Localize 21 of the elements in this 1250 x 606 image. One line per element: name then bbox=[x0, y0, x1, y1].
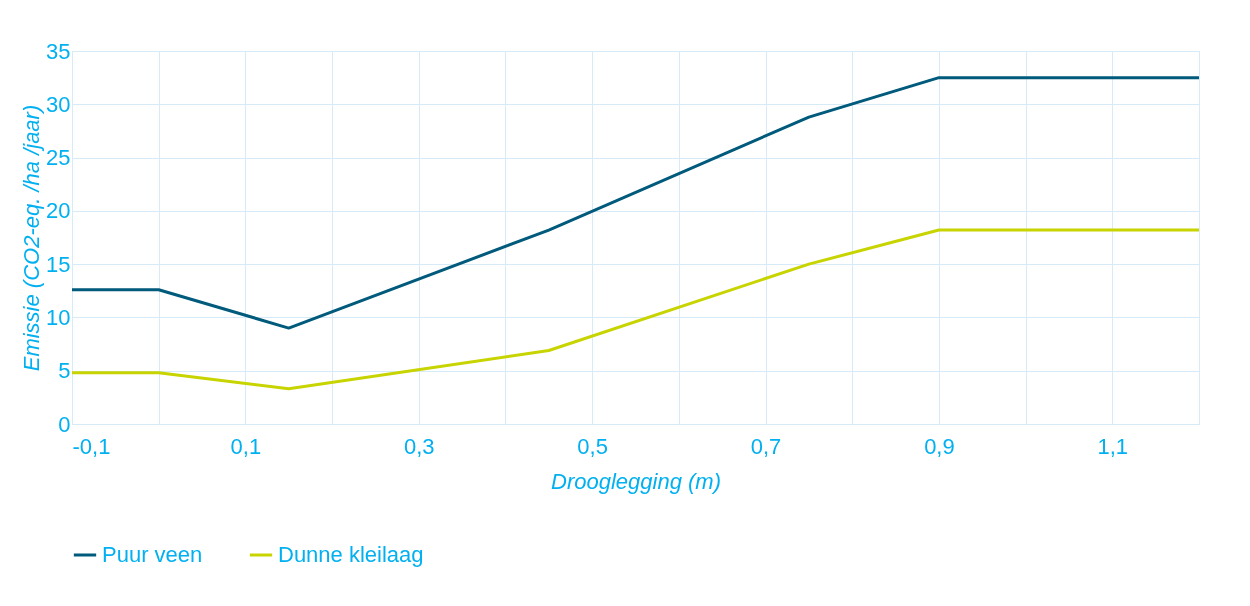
x-tick-label: 0,9 bbox=[924, 433, 955, 459]
x-tick-label: 0,3 bbox=[403, 433, 435, 459]
y-tick-label: 30 bbox=[46, 91, 71, 117]
y-tick-label: 0 bbox=[58, 411, 71, 437]
y-tick-label: 10 bbox=[46, 304, 71, 330]
line-series bbox=[70, 76, 1201, 330]
legend-label: Puur veen bbox=[102, 542, 203, 567]
y-tick-label: 15 bbox=[46, 251, 71, 277]
y-tick-label: 5 bbox=[58, 358, 71, 384]
y-axis-title: Emissie (CO2-eq. /ha /jaar) bbox=[19, 104, 45, 372]
x-axis-title: Drooglegging (m) bbox=[551, 468, 721, 494]
x-tick-label: -0,1 bbox=[72, 433, 111, 459]
line-series bbox=[70, 228, 1201, 391]
y-tick-label: 20 bbox=[46, 198, 71, 224]
x-tick-label: 1,1 bbox=[1097, 433, 1129, 459]
y-tick-label: 35 bbox=[46, 38, 71, 64]
x-tick-label: 0,1 bbox=[230, 433, 262, 459]
y-tick-label: 25 bbox=[46, 145, 71, 171]
legend-label: Dunne kleilaag bbox=[278, 542, 424, 567]
x-tick-label: 0,5 bbox=[577, 433, 608, 459]
x-tick-label: 0,7 bbox=[750, 433, 782, 459]
